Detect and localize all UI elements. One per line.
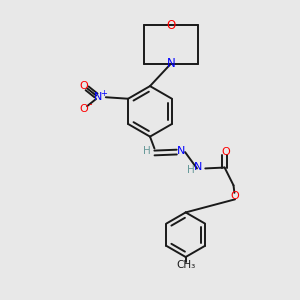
Text: O: O — [80, 103, 88, 113]
Text: N: N — [177, 146, 185, 157]
Text: N: N — [194, 162, 202, 172]
Text: H: H — [143, 146, 151, 157]
Text: O: O — [231, 191, 239, 201]
Text: O: O — [166, 19, 176, 32]
Text: O: O — [80, 81, 88, 91]
Text: -: - — [89, 99, 92, 109]
Text: O: O — [221, 147, 230, 157]
Text: N: N — [94, 92, 103, 102]
Text: N: N — [167, 57, 175, 70]
Text: H: H — [187, 165, 195, 175]
Text: +: + — [100, 89, 107, 98]
Text: CH₃: CH₃ — [176, 260, 195, 270]
